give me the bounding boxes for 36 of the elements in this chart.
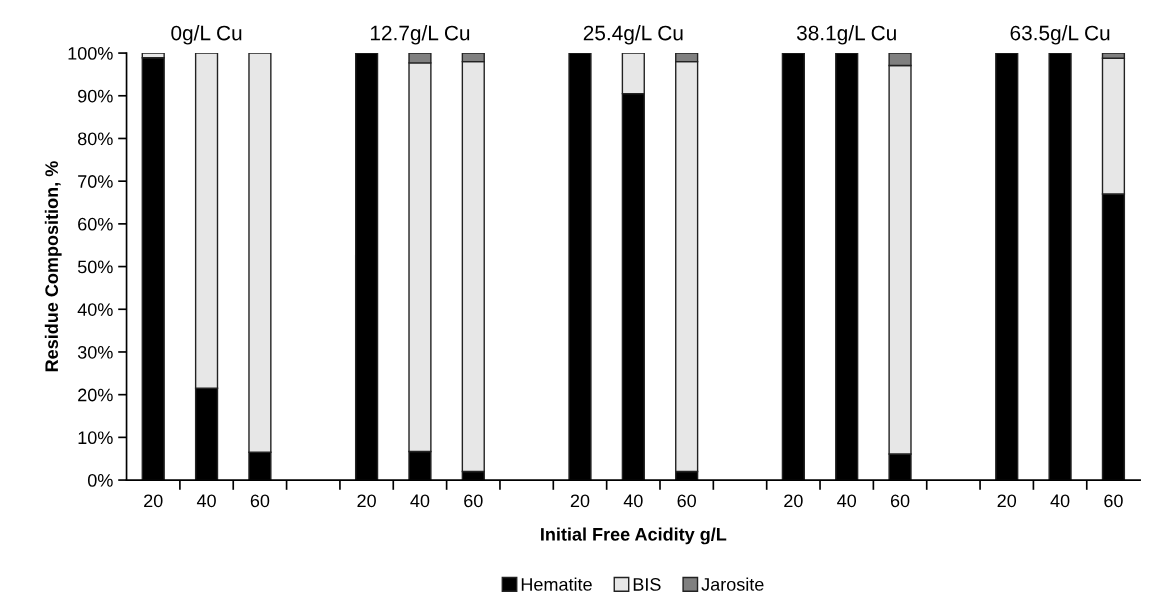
x-tick-label: 20 (144, 494, 163, 508)
y-tick-label: 30% (77, 345, 113, 359)
x-tick-label: 60 (890, 494, 910, 508)
x-axis-title: Initial Free Acidity g/L (541, 527, 727, 545)
x-tick-label: 20 (570, 494, 590, 508)
y-tick-label: 20% (78, 388, 113, 402)
y-tick-label: 40% (77, 303, 113, 316)
text: 0g/L Cu (171, 25, 242, 45)
x-tick-label: 60 (677, 494, 697, 508)
x-tick-label: 40 (623, 494, 643, 508)
legend-label: Hematite (521, 577, 592, 591)
text: 63.5g/L Cu (1010, 25, 1110, 45)
x-tick-label: 20 (357, 494, 376, 508)
text: 38.1g/L Cu (796, 25, 896, 45)
x-tick-label: 60 (250, 494, 270, 508)
y-tick-label: 10% (78, 431, 113, 445)
x-tick-label: 40 (196, 494, 216, 508)
y-tick-label: 0% (87, 474, 113, 487)
x-tick-label: 20 (784, 494, 803, 508)
text: 25.4g/L Cu (583, 25, 683, 45)
y-tick-label: 70% (78, 175, 113, 188)
y-tick-label: 80% (78, 132, 113, 146)
legend-label: BIS (633, 578, 661, 591)
y-tick-label: 60% (78, 217, 113, 231)
legend-label: Jarosite (701, 577, 764, 591)
x-tick-label: 20 (997, 494, 1017, 508)
x-tick-label: 60 (464, 494, 483, 508)
y-axis-title: Residue Composition, % (44, 161, 62, 372)
y-tick-label: 90% (78, 89, 113, 103)
x-tick-label: 40 (837, 494, 857, 508)
x-tick-label: 40 (410, 494, 430, 508)
y-tick-label: 100% (68, 47, 113, 60)
x-tick-label: 60 (1104, 494, 1123, 508)
text: 12.7g/L Cu (370, 25, 470, 45)
y-tick-label: 50% (77, 260, 113, 274)
x-tick-label: 40 (1050, 494, 1070, 508)
